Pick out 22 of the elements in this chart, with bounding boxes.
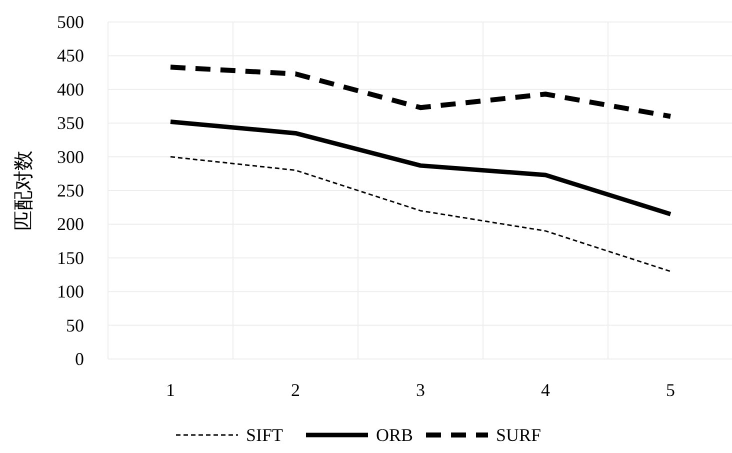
y-tick-label: 0	[75, 349, 84, 369]
legend-label: SURF	[496, 425, 542, 445]
x-tick-label: 5	[666, 380, 675, 400]
y-tick-label: 400	[57, 79, 84, 100]
y-tick-label: 200	[57, 214, 84, 234]
y-tick-label: 450	[57, 46, 84, 66]
y-tick-label: 250	[57, 180, 84, 200]
x-tick-label: 4	[541, 380, 550, 400]
line-series	[168, 120, 673, 216]
y-tick-label: 150	[57, 248, 84, 268]
y-tick-label: 100	[57, 282, 84, 302]
x-tick-label: 3	[416, 380, 425, 400]
y-tick-label: 350	[57, 113, 84, 134]
y-tick-label: 500	[57, 12, 84, 32]
y-tick-label: 50	[66, 315, 84, 336]
legend-label: ORB	[376, 425, 414, 445]
legend-label: SIFT	[246, 425, 284, 445]
line-series	[170, 156, 672, 272]
x-tick-label: 1	[166, 380, 175, 400]
x-tick-label: 2	[291, 380, 300, 400]
y-axis-title: 匹配对数	[13, 150, 35, 230]
y-tick-label: 300	[57, 146, 84, 167]
